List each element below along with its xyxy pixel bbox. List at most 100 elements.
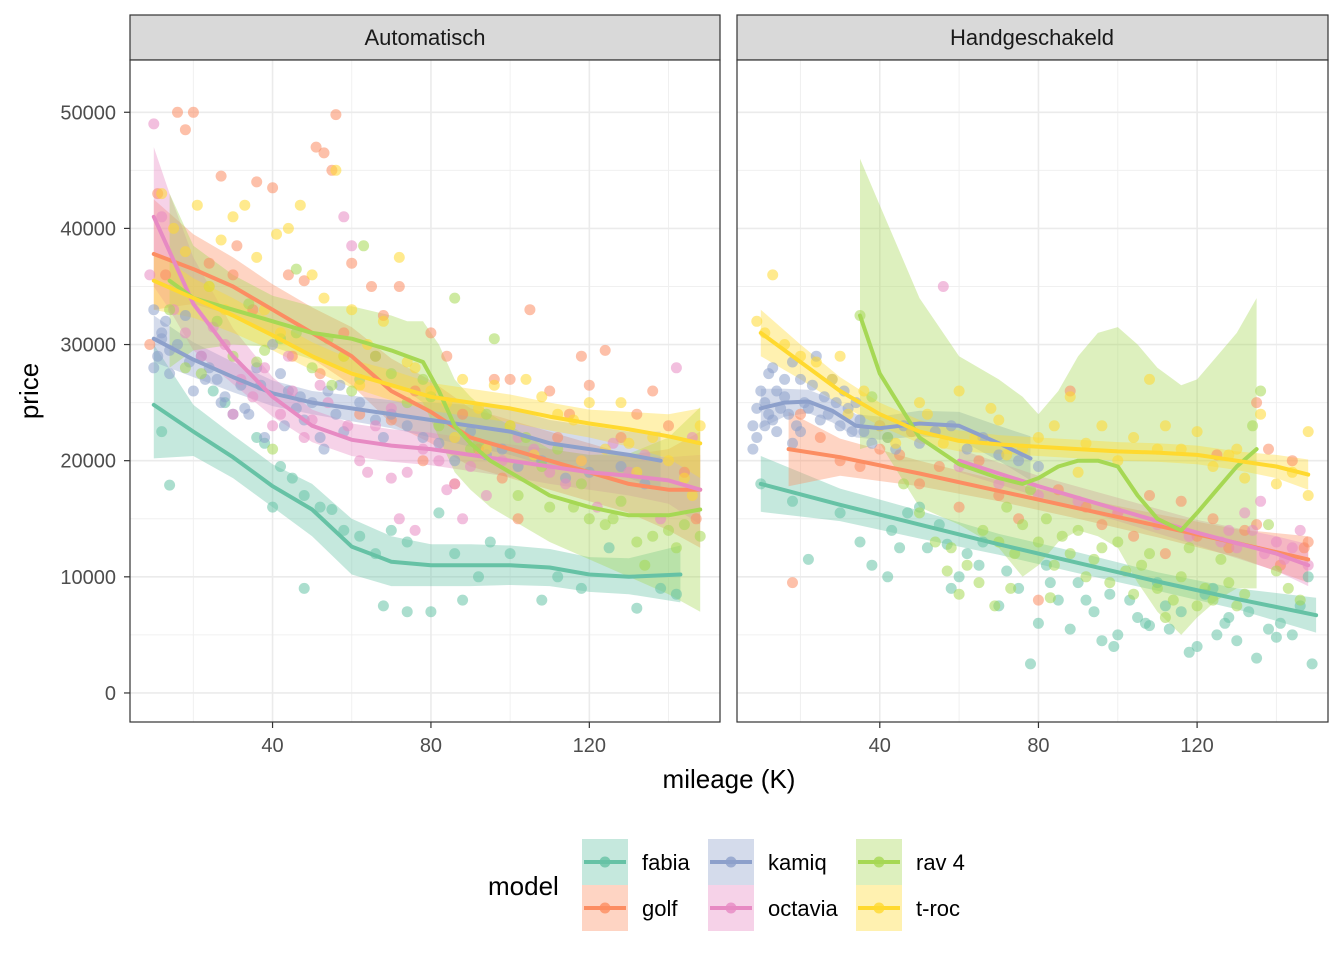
point-rav-4 (639, 559, 651, 571)
point-golf (690, 513, 702, 525)
point-fabia (401, 536, 413, 548)
point-rav-4 (1025, 484, 1036, 496)
point-golf (144, 339, 156, 350)
point-fabia (1251, 652, 1263, 664)
point-golf (1286, 455, 1298, 467)
point-fabia (1064, 623, 1076, 635)
point-fabia (1072, 577, 1084, 589)
point-rav-4 (1239, 588, 1251, 600)
point-rav-4 (259, 344, 271, 356)
point-rav-4 (164, 304, 176, 316)
point-octavia (457, 513, 469, 525)
point-octavia (393, 513, 405, 525)
point-rav-4 (670, 542, 682, 554)
point-kamiq (334, 379, 346, 391)
point-fabia (1108, 641, 1120, 652)
point-t-roc (1144, 373, 1155, 385)
point-rav-4 (973, 577, 985, 589)
legend-label: fabia (642, 850, 690, 875)
point-rav-4 (599, 519, 611, 531)
point-kamiq (211, 373, 223, 385)
point-golf (179, 124, 191, 136)
point-fabia (902, 507, 914, 519)
trend-line-rav-4 (167, 278, 703, 518)
point-golf (504, 373, 516, 385)
point-rav-4 (647, 530, 659, 542)
point-t-roc (1231, 443, 1243, 455)
point-kamiq (771, 385, 783, 397)
point-fabia (354, 530, 366, 542)
point-golf (282, 269, 294, 281)
point-fabia (385, 524, 397, 536)
point-t-roc (1064, 391, 1076, 403)
point-octavia (1255, 495, 1267, 507)
point-fabia (945, 582, 957, 594)
point-fabia (670, 588, 682, 600)
point-fabia (834, 507, 846, 519)
ribbon-golf (153, 199, 701, 548)
point-t-roc (294, 199, 306, 211)
point-golf (227, 269, 239, 281)
point-t-roc (330, 164, 342, 176)
point-rav-4 (1151, 582, 1163, 594)
point-octavia (441, 484, 453, 496)
point-fabia (886, 524, 898, 536)
scatter-points (144, 106, 706, 618)
point-kamiq (747, 420, 759, 432)
point-golf (795, 408, 806, 420)
point-golf (187, 106, 199, 118)
point-rav-4 (1247, 420, 1259, 432)
point-fabia (314, 501, 326, 513)
point-fabia (1211, 629, 1223, 641)
legend-key-point (599, 902, 611, 914)
point-rav-4 (1231, 600, 1243, 612)
point-octavia (385, 402, 397, 414)
point-t-roc (921, 408, 933, 420)
point-golf (172, 106, 183, 118)
point-rav-4 (583, 513, 595, 525)
x-tick-label: 40 (261, 735, 283, 757)
panel-strip-label: Automatisch (364, 25, 485, 50)
point-t-roc (488, 379, 500, 391)
point-rav-4 (243, 298, 255, 310)
point-t-roc (1112, 455, 1124, 467)
point-octavia (480, 490, 492, 501)
point-golf (575, 350, 587, 362)
point-fabia (973, 559, 985, 571)
point-t-roc (834, 350, 846, 362)
point-kamiq (259, 432, 271, 443)
point-fabia (1025, 658, 1036, 670)
trend-line-fabia (758, 481, 1319, 618)
point-rav-4 (1009, 548, 1021, 560)
point-fabia (484, 536, 496, 548)
point-octavia (227, 408, 239, 420)
point-octavia (1294, 524, 1306, 536)
point-fabia (1175, 606, 1187, 618)
point-golf (1096, 519, 1108, 531)
x-tick-label: 40 (869, 735, 891, 757)
y-tick-label: 20000 (60, 451, 116, 473)
point-golf (647, 385, 659, 397)
point-kamiq (433, 437, 445, 449)
point-golf (346, 257, 358, 269)
point-rav-4 (694, 530, 706, 542)
panel-automatisch: Automatisch (129, 14, 721, 723)
point-kamiq (172, 339, 183, 350)
point-t-roc (251, 251, 263, 263)
point-kamiq (449, 455, 461, 467)
point-fabia (854, 536, 866, 548)
point-fabia (1231, 635, 1243, 647)
point-kamiq (818, 391, 830, 403)
point-fabia (961, 548, 973, 560)
point-rav-4 (1088, 553, 1100, 565)
point-golf (425, 327, 437, 339)
x-axis-label: mileage (K) (663, 764, 796, 794)
point-t-roc (377, 315, 389, 327)
point-golf (417, 455, 429, 467)
point-rav-4 (346, 385, 358, 397)
point-fabia (338, 524, 350, 536)
point-t-roc (575, 455, 587, 467)
point-kamiq (783, 408, 795, 420)
point-octavia (195, 350, 207, 362)
point-golf (914, 478, 925, 490)
